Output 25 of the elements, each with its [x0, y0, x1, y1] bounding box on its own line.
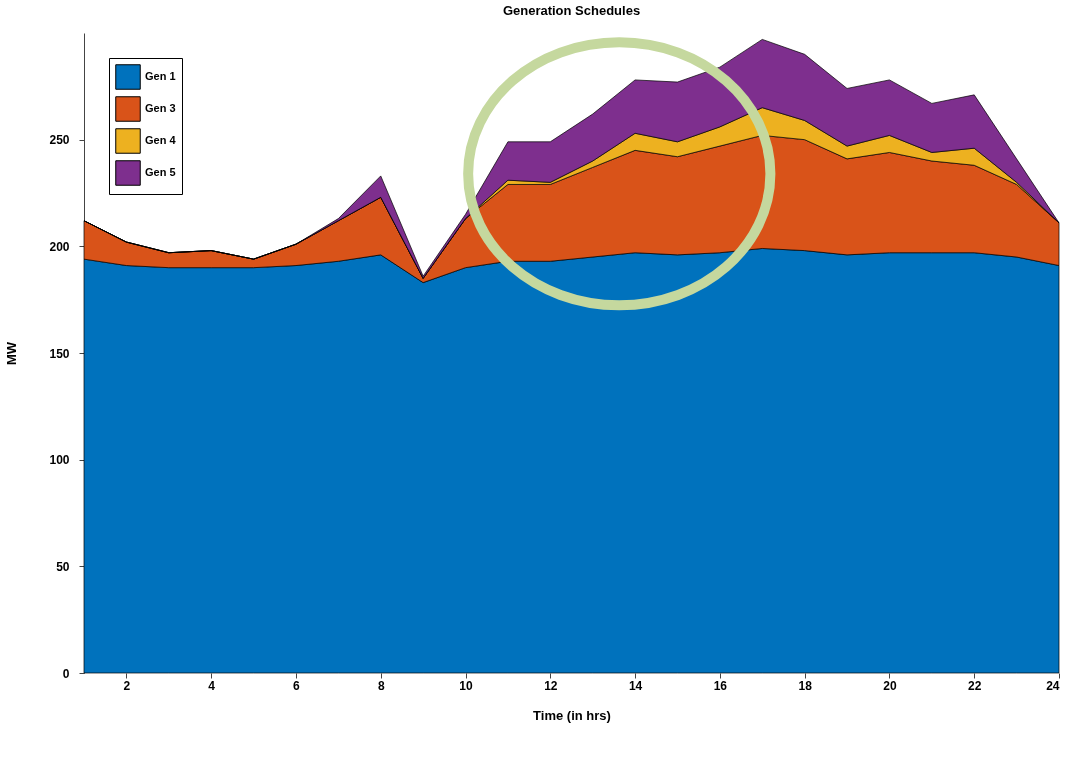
- x-tick-label: 14: [628, 678, 643, 693]
- x-tick-label: 18: [798, 678, 813, 693]
- y-tick-label: 50: [56, 559, 70, 574]
- x-tick-label: 8: [377, 678, 385, 693]
- legend-label: Gen 1: [145, 70, 176, 82]
- legend-label: Gen 5: [145, 166, 176, 178]
- x-tick-label: 12: [544, 678, 558, 693]
- x-tick-label: 6: [293, 678, 301, 693]
- x-tick-label: 4: [208, 678, 216, 693]
- x-tick-label: 10: [459, 678, 474, 693]
- y-tick-label: 250: [49, 133, 70, 148]
- legend-label: Gen 3: [145, 102, 176, 114]
- x-tick-label: 22: [968, 678, 982, 693]
- y-tick-label: 0: [62, 666, 70, 681]
- chart-title: Generation Schedules: [502, 3, 641, 19]
- y-tick-label: 150: [49, 346, 70, 361]
- x-tick-label: 16: [713, 678, 728, 693]
- y-tick-label: 100: [49, 453, 70, 468]
- x-tick-label: 20: [883, 678, 897, 693]
- x-tick-label: 2: [123, 678, 131, 693]
- y-tick-label: 200: [49, 239, 70, 254]
- legend-label: Gen 4: [145, 134, 177, 146]
- x-axis-title: Time (in hrs): [533, 707, 611, 723]
- x-tick-label: 24: [1046, 678, 1060, 693]
- y-axis-title: MW: [4, 341, 20, 366]
